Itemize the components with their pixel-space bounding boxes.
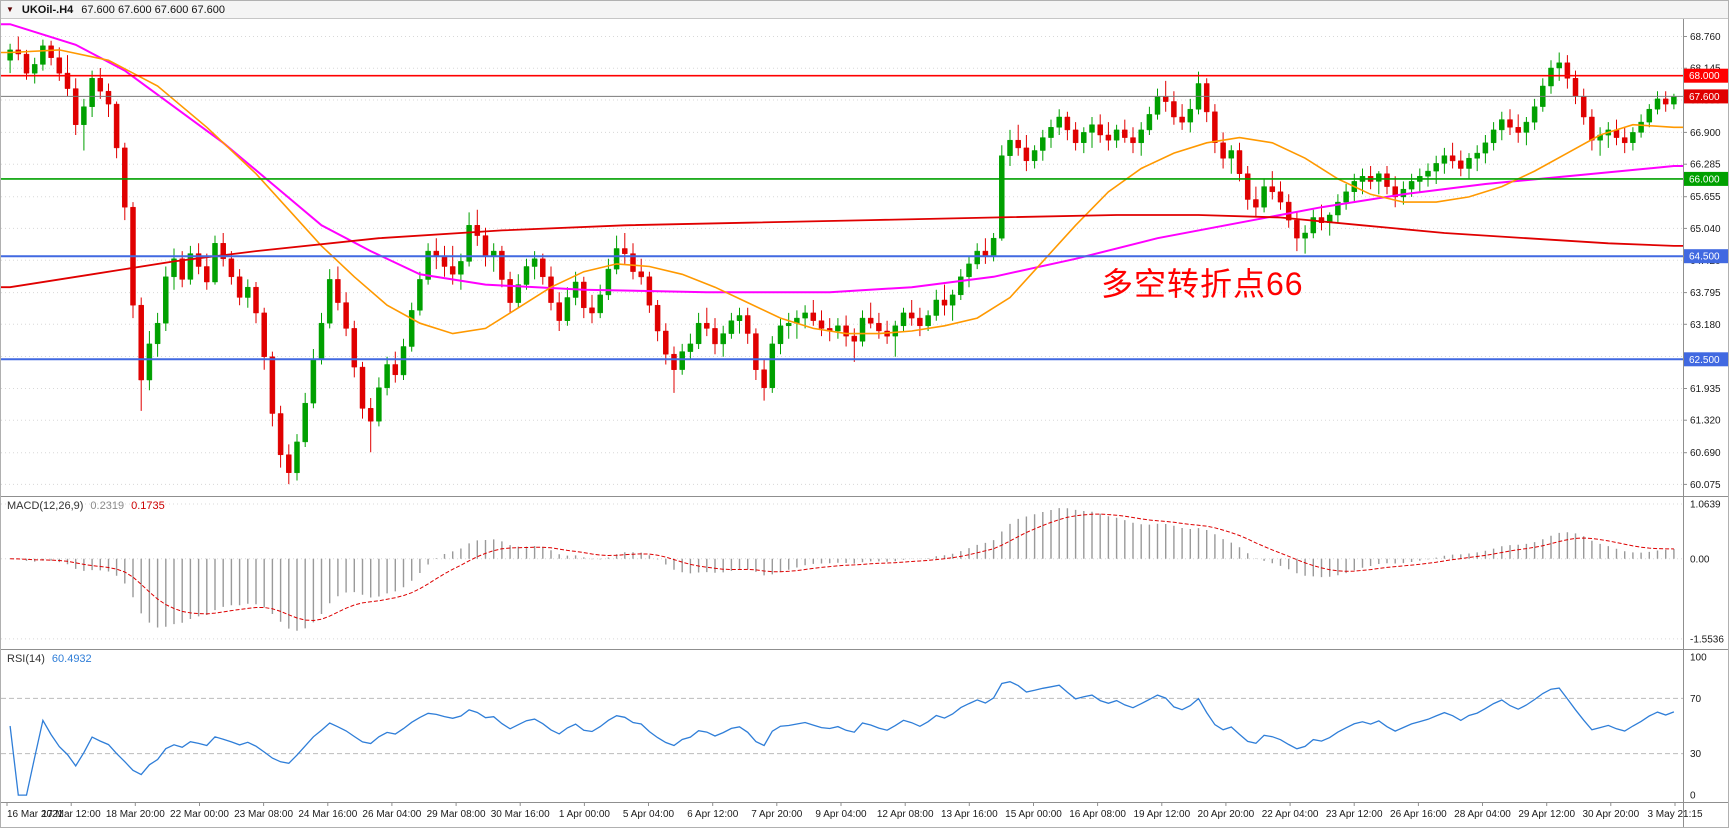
time-tick-label: 9 Apr 04:00 xyxy=(815,809,867,820)
price-tick-label: 65.040 xyxy=(1690,224,1721,235)
ohlc-values: 67.600 67.600 67.600 67.600 xyxy=(81,3,226,16)
price-tick-label: 60.075 xyxy=(1690,480,1721,491)
rsi-name: RSI(14) xyxy=(7,653,45,665)
ma-line-red-long xyxy=(1,214,1683,289)
macd-indicator-label: MACD(12,26,9) 0.2319 0.1735 xyxy=(7,500,165,512)
price-badge-66.000-label: 66.000 xyxy=(1689,174,1720,185)
macd-signal-value: 0.1735 xyxy=(131,500,165,512)
macd-axis-label: -1.5536 xyxy=(1690,634,1724,645)
time-tick-label: 26 Mar 04:00 xyxy=(362,809,421,820)
price-badge-64.500-label: 64.500 xyxy=(1689,252,1720,263)
macd-pane xyxy=(1,503,1683,640)
rsi-value: 60.4932 xyxy=(51,653,92,665)
price-axis-badges: 68.000 66.000 64.500 62.500 67.600 xyxy=(1684,68,1729,367)
macd-histogram xyxy=(17,508,1675,631)
price-badge-68.000-label: 68.000 xyxy=(1689,71,1720,82)
time-tick-label: 26 Apr 16:00 xyxy=(1390,809,1447,820)
rsi-indicator-label: RSI(14) 60.4932 xyxy=(7,653,92,665)
time-tick-label: 23 Apr 12:00 xyxy=(1326,809,1383,820)
annotation-text[interactable]: 多空转折点66 xyxy=(1101,266,1304,302)
time-tick-label: 13 Apr 16:00 xyxy=(941,809,998,820)
time-tick-label: 6 Apr 12:00 xyxy=(687,809,739,820)
time-tick-label: 30 Mar 16:00 xyxy=(491,809,550,820)
time-tick-label: 12 Apr 08:00 xyxy=(877,809,934,820)
current-price-badge[interactable] xyxy=(1684,89,1729,104)
collapse-toggle-icon[interactable]: ▼ xyxy=(6,4,14,14)
time-tick-label: 19 Apr 12:00 xyxy=(1133,809,1190,820)
price-axis[interactable]: 68.76068.14567.53066.90066.28565.65565.0… xyxy=(1684,32,1724,802)
time-tick-label: 5 Apr 04:00 xyxy=(623,809,675,820)
rsi-axis-label: 70 xyxy=(1690,694,1702,705)
time-tick-label: 15 Apr 00:00 xyxy=(1005,809,1062,820)
price-badge-62.500-label: 62.500 xyxy=(1689,355,1720,366)
time-tick-label: 3 May 21:15 xyxy=(1647,809,1702,820)
rsi-axis-label: 30 xyxy=(1690,749,1702,760)
chart-header: ▼ UKOil-.H4 67.600 67.600 67.600 67.600 xyxy=(1,1,1728,19)
time-tick-label: 22 Mar 00:00 xyxy=(170,809,229,820)
price-tick-label: 66.285 xyxy=(1690,160,1721,171)
price-tick-label: 60.690 xyxy=(1690,448,1721,459)
ma-line-magenta-slow xyxy=(1,23,1683,294)
time-tick-label: 29 Mar 08:00 xyxy=(427,809,486,820)
time-tick-label: 18 Mar 20:00 xyxy=(106,809,165,820)
price-tick-label: 63.795 xyxy=(1690,288,1721,299)
macd-axis-label: 0.00 xyxy=(1690,554,1710,565)
price-tick-label: 65.655 xyxy=(1690,192,1721,203)
horizontal-line-objects xyxy=(1,74,1683,361)
time-tick-label: 24 Mar 16:00 xyxy=(298,809,357,820)
price-badge-62.500[interactable] xyxy=(1684,352,1729,367)
rsi-axis-label: 0 xyxy=(1690,791,1696,802)
time-tick-label: 28 Apr 04:00 xyxy=(1454,809,1511,820)
up-candle-bodies xyxy=(7,45,1677,474)
price-badge-64.500[interactable] xyxy=(1684,249,1729,264)
rsi-line xyxy=(9,681,1675,796)
rsi-axis-label: 100 xyxy=(1690,652,1707,663)
macd-axis-label: 1.0639 xyxy=(1690,500,1721,511)
time-tick-label: 16 Mar 2021 xyxy=(7,809,64,820)
price-grid xyxy=(1,36,1683,485)
time-tick-label: 23 Mar 08:00 xyxy=(234,809,293,820)
price-badge-68.000[interactable] xyxy=(1684,68,1729,83)
macd-signal-line xyxy=(10,513,1674,622)
price-tick-label: 63.180 xyxy=(1690,320,1721,331)
price-tick-label: 61.320 xyxy=(1690,416,1721,427)
time-tick-label: 17 Mar 12:00 xyxy=(42,809,101,820)
macd-main-value: 0.2319 xyxy=(90,500,125,512)
symbol-timeframe-label: UKOil-.H4 xyxy=(21,3,74,16)
time-tick-label: 7 Apr 20:00 xyxy=(751,809,803,820)
current-price-badge-label: 67.600 xyxy=(1689,92,1720,103)
price-tick-label: 68.760 xyxy=(1690,32,1721,43)
time-tick-label: 16 Apr 08:00 xyxy=(1069,809,1126,820)
down-candle-bodies xyxy=(15,45,1669,473)
time-tick-label: 30 Apr 20:00 xyxy=(1582,809,1639,820)
price-badge-66.000[interactable] xyxy=(1684,171,1729,186)
candlesticks xyxy=(1,23,1683,485)
macd-name: MACD(12,26,9) xyxy=(7,500,84,512)
price-tick-label: 66.900 xyxy=(1690,128,1721,139)
time-tick-label: 29 Apr 12:00 xyxy=(1518,809,1575,820)
time-tick-label: 20 Apr 20:00 xyxy=(1198,809,1255,820)
price-tick-label: 61.935 xyxy=(1690,384,1721,395)
time-tick-label: 22 Apr 04:00 xyxy=(1262,809,1319,820)
time-tick-label: 1 Apr 00:00 xyxy=(559,809,611,820)
rsi-pane xyxy=(1,681,1683,796)
